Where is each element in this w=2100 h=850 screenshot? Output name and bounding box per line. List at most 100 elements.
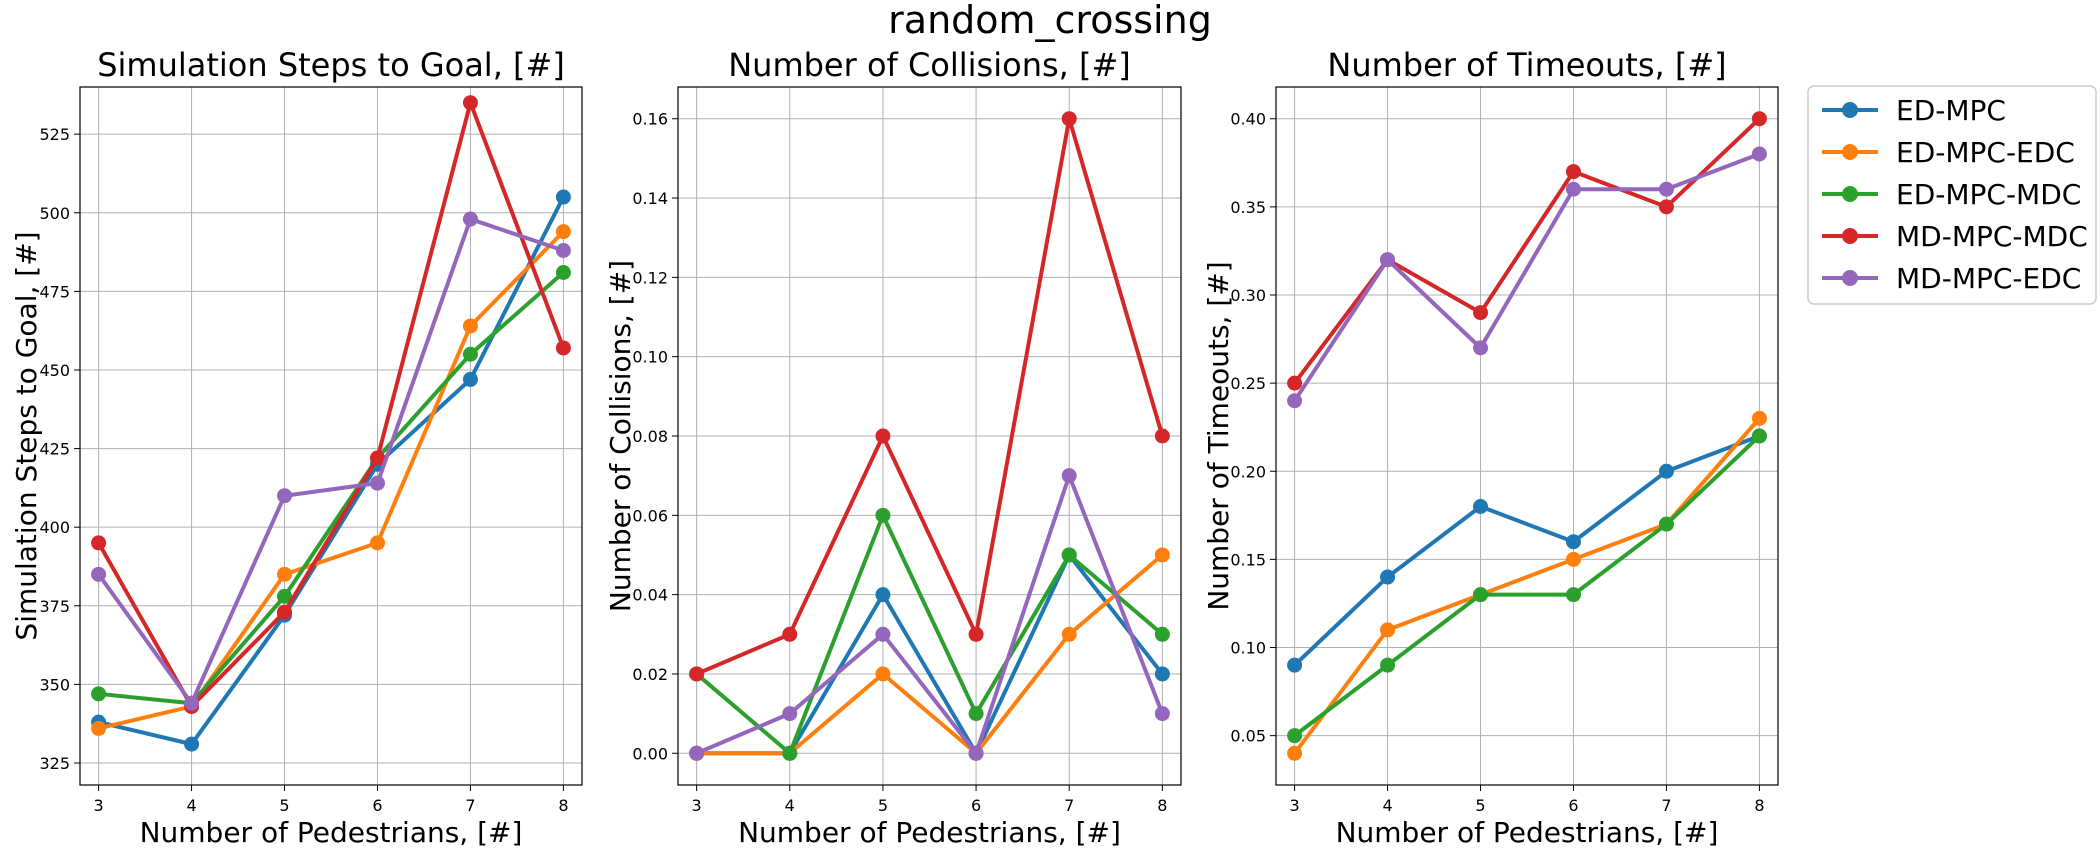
- data-point: [369, 535, 385, 551]
- y-axis-label: Simulation Steps to Goal, [#]: [10, 231, 43, 640]
- axes-frame: [677, 86, 1182, 786]
- x-tick-label: 7: [1064, 796, 1074, 815]
- data-point: [1061, 111, 1077, 127]
- data-point: [462, 346, 478, 362]
- data-point: [968, 626, 984, 642]
- series-md-mpc-edc: [689, 468, 1170, 761]
- data-point: [1061, 626, 1077, 642]
- y-tick-label: 0.10: [632, 348, 668, 367]
- y-tick-label: 0.25: [1230, 374, 1266, 393]
- data-point: [462, 371, 478, 387]
- data-point: [1658, 516, 1674, 532]
- y-tick-label: 500: [39, 204, 70, 223]
- x-tick-label: 6: [971, 796, 981, 815]
- panel-title: Number of Timeouts, [#]: [1327, 46, 1726, 84]
- y-tick-label: 0.08: [632, 427, 668, 446]
- x-tick-label: 3: [93, 796, 103, 815]
- y-tick-label: 475: [39, 282, 70, 301]
- data-point: [875, 428, 891, 444]
- y-tick-label: 425: [39, 440, 70, 459]
- data-point: [277, 566, 293, 582]
- legend-label: ED-MPC: [1896, 94, 2006, 127]
- series-md-mpc-mdc: [1287, 111, 1767, 391]
- data-point: [1565, 551, 1581, 567]
- y-tick-label: 450: [39, 361, 70, 380]
- data-point: [689, 745, 705, 761]
- data-point: [875, 666, 891, 682]
- series-ed-mpc-edc: [1287, 410, 1767, 761]
- data-point: [1380, 657, 1396, 673]
- y-tick-label: 0.40: [1230, 110, 1266, 129]
- y-tick-label: 0.02: [632, 665, 668, 684]
- data-point: [277, 604, 293, 620]
- series-line: [695, 116, 1165, 676]
- data-point: [689, 666, 705, 682]
- data-point: [1565, 181, 1581, 197]
- x-tick-label: 6: [372, 796, 382, 815]
- x-axis-label: Number of Pedestrians, [#]: [1336, 816, 1719, 849]
- series-line: [695, 513, 1164, 756]
- x-tick-label: 3: [692, 796, 702, 815]
- series-group: [91, 95, 571, 752]
- x-axis-label: Number of Pedestrians, [#]: [738, 816, 1121, 849]
- series-line: [696, 553, 1164, 756]
- y-tick-label: 350: [39, 675, 70, 694]
- chart-panels: 3 4 5 6 7 8325350375400425450475500525Simulat…: [10, 46, 1779, 849]
- series-line: [98, 230, 565, 731]
- ticks: 3 4 5 6 7 8 325 350 375 400 425 450 475 500 525: [39, 125, 568, 815]
- x-tick-label: 8: [558, 796, 568, 815]
- series-md-mpc-edc: [91, 211, 571, 711]
- data-point: [1565, 587, 1581, 603]
- series-line: [1292, 152, 1761, 402]
- panel-title: Simulation Steps to Goal, [#]: [97, 46, 565, 84]
- data-point: [968, 745, 984, 761]
- data-point: [1751, 410, 1767, 426]
- data-point: [555, 242, 571, 258]
- data-point: [1751, 111, 1767, 127]
- series-md-mpc-edc: [1287, 146, 1767, 409]
- data-point: [555, 340, 571, 356]
- series-ed-mpc: [91, 189, 571, 752]
- data-point: [1154, 706, 1170, 722]
- y-tick-label: 0.35: [1230, 198, 1266, 217]
- y-tick-label: 0.00: [632, 744, 668, 763]
- legend-entry: MD-MPC-EDC: [1822, 262, 2081, 295]
- data-point: [462, 95, 478, 111]
- data-point: [555, 189, 571, 205]
- series-line: [1292, 417, 1761, 755]
- data-point: [875, 626, 891, 642]
- legend-label: MD-MPC-EDC: [1896, 262, 2081, 295]
- data-point: [1380, 252, 1396, 268]
- x-tick-label: 7: [465, 796, 475, 815]
- data-point: [1287, 393, 1303, 409]
- data-point: [1751, 428, 1767, 444]
- series-line: [98, 196, 566, 747]
- series-line: [96, 100, 566, 709]
- x-tick-label: 8: [1157, 796, 1167, 815]
- data-point: [1154, 626, 1170, 642]
- data-point: [782, 706, 798, 722]
- data-point: [1565, 164, 1581, 180]
- ticks: 3 4 5 6 7 8 0.00 0.02 0.04 0.06 0.08 0.10 0.12 0.14 0.…: [632, 110, 1167, 815]
- data-point: [875, 587, 891, 603]
- y-tick-label: 0.04: [632, 586, 668, 605]
- y-axis-label: Number of Timeouts, [#]: [1202, 261, 1235, 610]
- legend-swatch-marker: [1842, 186, 1858, 202]
- x-tick-label: 6: [1568, 796, 1578, 815]
- series-md-mpc-mdc: [91, 95, 571, 714]
- legend-swatch-marker: [1842, 270, 1858, 286]
- data-point: [555, 265, 571, 281]
- data-point: [1154, 547, 1170, 563]
- x-tick-label: 4: [1382, 796, 1392, 815]
- series-line: [1293, 434, 1761, 667]
- data-point: [91, 566, 107, 582]
- y-axis-label: Number of Collisions, [#]: [604, 260, 637, 612]
- series-group: [1287, 111, 1767, 761]
- suptitle: random_crossing: [888, 0, 1212, 42]
- series-line: [1292, 117, 1761, 385]
- axes-frame: [79, 86, 583, 786]
- data-point: [875, 507, 891, 523]
- y-tick-label: 375: [39, 597, 70, 616]
- data-point: [277, 488, 293, 504]
- series-line: [695, 473, 1165, 756]
